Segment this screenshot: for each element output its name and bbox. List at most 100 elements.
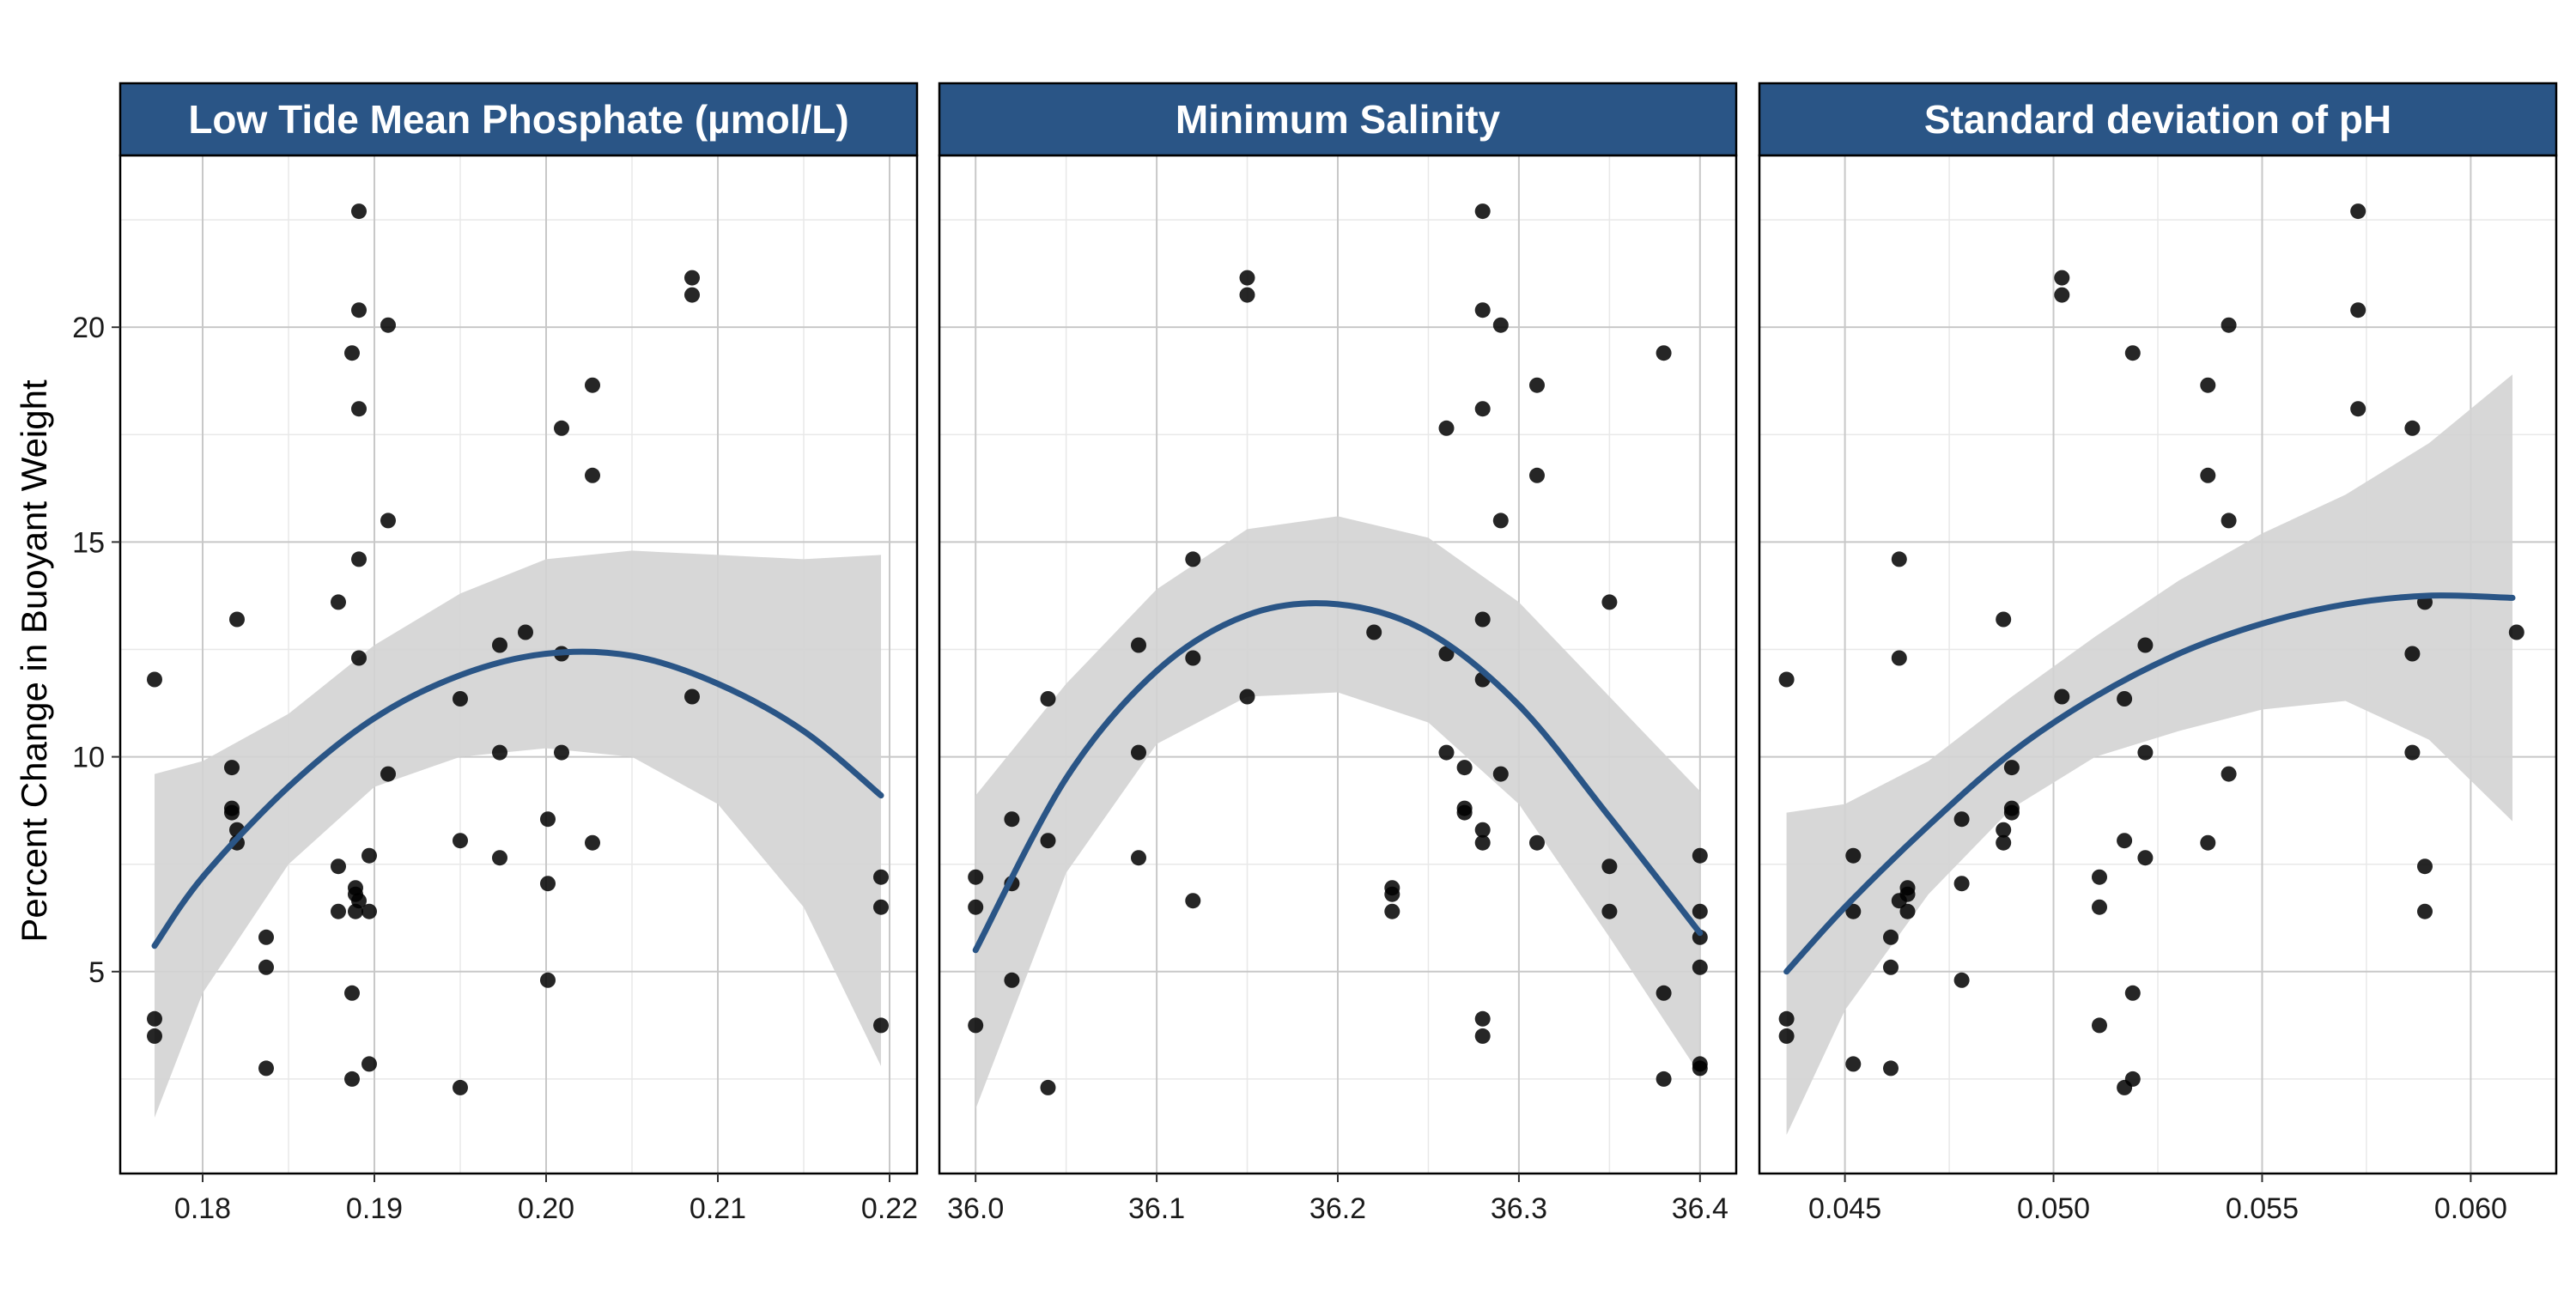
data-point [1883, 959, 1899, 975]
data-point [1656, 345, 1672, 361]
data-point [258, 1060, 274, 1077]
fit-line [1783, 592, 2516, 975]
facet-title: Minimum Salinity [1176, 97, 1501, 142]
facet-strip [118, 82, 919, 157]
data-point [1692, 959, 1708, 975]
facet-strip [1758, 82, 2558, 157]
data-point [1438, 744, 1455, 761]
data-point [518, 624, 533, 640]
facet-title: Standard deviation of pH [1924, 97, 2391, 142]
data-point [585, 377, 600, 393]
x-tick-label: 0.22 [861, 1192, 918, 1225]
data-point [1492, 766, 1509, 782]
data-point [453, 1079, 468, 1095]
data-point [1529, 834, 1545, 851]
data-point [344, 985, 360, 1001]
data-point [1438, 646, 1455, 662]
data-point [147, 1010, 162, 1027]
data-point [331, 903, 346, 919]
data-point [351, 203, 367, 220]
data-point [1778, 671, 1795, 688]
data-point [147, 1028, 162, 1044]
data-point [258, 959, 274, 975]
data-point [1656, 985, 1672, 1001]
data-point [331, 858, 346, 875]
x-tick-label: 0.050 [2017, 1192, 2090, 1225]
data-point [554, 420, 569, 436]
data-point [1953, 811, 1970, 828]
data-point [1438, 420, 1455, 436]
fit-line [151, 648, 884, 949]
data-point [1601, 594, 1618, 610]
data-point [684, 270, 700, 286]
data-point [540, 876, 556, 892]
data-point [684, 688, 700, 705]
x-tick-label: 0.21 [690, 1192, 746, 1225]
data-point [1185, 893, 1201, 909]
data-point [1899, 886, 1916, 902]
data-point [1474, 822, 1491, 838]
data-point [1474, 611, 1491, 628]
data-point [2092, 899, 2107, 915]
data-point [1004, 811, 1020, 828]
data-point [1996, 611, 2012, 628]
data-point [492, 744, 507, 761]
data-point [258, 929, 274, 945]
x-tick-label: 36.2 [1309, 1192, 1366, 1225]
data-point [1040, 833, 1056, 849]
data-point [1883, 1060, 1899, 1077]
data-point [224, 760, 240, 776]
data-point [331, 594, 346, 610]
data-point [1845, 1056, 1862, 1072]
data-point [2200, 377, 2216, 393]
data-point [351, 302, 367, 318]
x-tick-label: 36.4 [1672, 1192, 1728, 1225]
data-point [380, 766, 396, 782]
data-point [1601, 903, 1618, 919]
data-point [1891, 650, 1907, 666]
data-point [1692, 929, 1708, 945]
data-point [585, 467, 600, 483]
data-point [1601, 858, 1618, 875]
data-point [2003, 804, 2020, 821]
data-point [1131, 637, 1146, 653]
data-point [1953, 972, 1970, 988]
data-point [1185, 650, 1201, 666]
data-point [351, 893, 367, 909]
data-point [1492, 513, 1509, 529]
data-point [1529, 377, 1545, 393]
data-point [453, 833, 468, 849]
data-point [2404, 646, 2421, 662]
fit-line [972, 600, 1704, 954]
x-tick-label: 36.1 [1128, 1192, 1185, 1225]
data-point [1131, 744, 1146, 761]
y-tick-label: 15 [72, 526, 105, 559]
x-tick-label: 36.3 [1491, 1192, 1547, 1225]
data-point [1474, 834, 1491, 851]
data-point [873, 869, 889, 885]
data-point [1131, 850, 1146, 866]
facet-title: Low Tide Mean Phosphate (µmol/L) [188, 97, 848, 142]
data-point [873, 1017, 889, 1034]
y-tick-label: 5 [88, 956, 105, 989]
data-point [1474, 1028, 1491, 1044]
data-point [1474, 203, 1491, 220]
data-point [2200, 834, 2216, 851]
data-point [540, 811, 556, 828]
data-point [2137, 850, 2154, 866]
data-point [2221, 513, 2237, 529]
data-point [1692, 847, 1708, 864]
data-point [1239, 287, 1255, 303]
data-point [1953, 876, 1970, 892]
data-point [453, 691, 468, 707]
confidence-band [1786, 374, 2512, 1135]
data-point [2092, 869, 2107, 885]
data-point [1456, 760, 1473, 776]
data-point [1040, 691, 1056, 707]
x-tick-label: 0.055 [2226, 1192, 2299, 1225]
data-point [2404, 420, 2421, 436]
data-point [2350, 203, 2366, 220]
data-point [968, 869, 984, 885]
data-point [1492, 317, 1509, 333]
